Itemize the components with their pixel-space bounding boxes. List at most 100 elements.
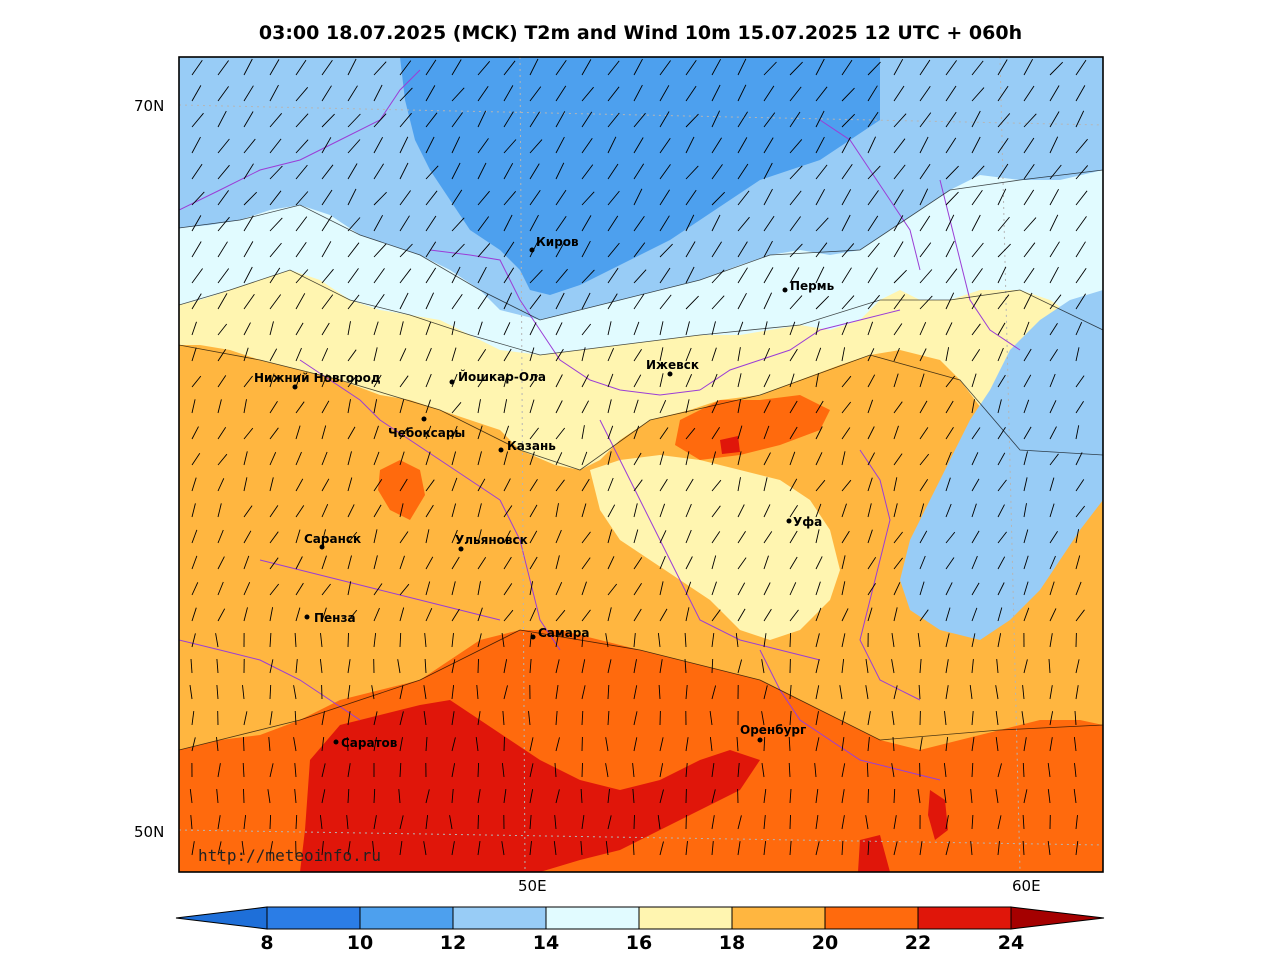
wind-barb — [217, 60, 229, 76]
wind-barb — [503, 425, 510, 440]
wind-barb — [477, 841, 481, 856]
wind-barb — [945, 841, 950, 856]
wind-barb — [659, 841, 664, 856]
city-penza[interactable]: Пенза — [304, 611, 356, 625]
colorbar-tick-label: 14 — [533, 932, 559, 954]
wind-barb — [893, 58, 904, 76]
wind-barb — [789, 426, 798, 440]
wind-barb — [321, 241, 332, 258]
wind-barb — [191, 59, 203, 76]
wind-barb — [607, 451, 612, 466]
wind-barb — [841, 267, 852, 284]
wind-barb — [269, 400, 278, 414]
wind-barb — [373, 711, 378, 726]
wind-barb — [737, 530, 746, 544]
wind-barb — [709, 711, 713, 726]
wind-barb — [971, 349, 981, 362]
city-perm[interactable]: Пермь — [782, 279, 835, 293]
wind-barb — [997, 188, 1007, 206]
credit-link[interactable]: http://meteoinfo.ru — [198, 846, 381, 865]
wind-barb — [373, 136, 383, 154]
wind-barb — [970, 841, 973, 856]
wind-barb — [659, 427, 669, 440]
wind-barb — [607, 321, 612, 336]
wind-barb — [815, 581, 821, 596]
wind-barb — [659, 763, 664, 778]
wind-barb — [893, 347, 900, 362]
wind-barb — [685, 607, 690, 622]
wind-barb — [919, 737, 923, 752]
wind-barb — [217, 841, 222, 856]
wind-barb — [581, 531, 591, 544]
city-orenburg[interactable]: Оренбург — [740, 723, 806, 743]
wind-barb — [659, 267, 671, 284]
wind-barb — [1075, 815, 1078, 830]
wind-barb — [424, 633, 427, 648]
wind-barb — [581, 215, 592, 232]
city-cheboksary[interactable]: Чебоксары — [388, 416, 465, 441]
city-samara[interactable]: Самара — [530, 626, 590, 640]
city-saratov[interactable]: Саратов — [333, 736, 398, 750]
wind-barb — [919, 555, 926, 570]
wind-barb — [841, 451, 846, 466]
wind-barb — [633, 737, 638, 752]
wind-barb — [945, 607, 951, 622]
wind-barb — [919, 530, 928, 544]
wind-barb — [268, 737, 271, 752]
wind-barb — [399, 632, 402, 648]
city-label: Пермь — [790, 279, 835, 293]
wind-barb — [295, 164, 308, 180]
wind-barb — [763, 374, 771, 388]
wind-barb — [917, 789, 921, 804]
wind-barb — [1023, 789, 1028, 804]
wind-barb — [1023, 321, 1030, 336]
wind-barb — [685, 214, 695, 232]
wind-barb — [659, 373, 664, 388]
wind-barb — [477, 110, 487, 128]
wind-barb — [477, 349, 487, 362]
wind-barb — [607, 60, 620, 76]
wind-barb — [477, 162, 487, 180]
city-saransk[interactable]: Саранск — [304, 532, 361, 550]
wind-barb — [1075, 452, 1083, 466]
wind-barb — [398, 789, 401, 804]
colorbar-segment — [359, 906, 454, 930]
city-kirov[interactable]: Киров — [529, 235, 580, 253]
wind-barb — [945, 322, 953, 336]
wind-barb — [425, 815, 429, 830]
city-kazan[interactable]: Казань — [498, 439, 557, 453]
wind-barb — [1075, 505, 1086, 518]
wind-barb — [892, 736, 895, 752]
wind-barb — [997, 243, 1011, 258]
wind-barb — [1049, 266, 1059, 284]
wind-barb — [1075, 85, 1086, 102]
wind-barb — [1049, 164, 1062, 180]
wind-barb — [347, 426, 356, 440]
city-yoshkar-ola[interactable]: Йошкар-Ола — [449, 369, 546, 385]
wind-barb — [659, 478, 668, 492]
wind-barb — [1075, 425, 1080, 440]
wind-barb — [477, 814, 479, 830]
wind-barb — [815, 188, 825, 206]
wind-barb — [945, 582, 953, 596]
wind-barb — [633, 608, 642, 622]
wind-barb — [737, 399, 742, 414]
wind-barb — [763, 61, 777, 76]
wind-barb — [841, 815, 845, 830]
city-izhevsk[interactable]: Ижевск — [646, 358, 699, 377]
map-frame — [178, 56, 1104, 873]
wind-barb — [841, 189, 852, 206]
wind-barb — [841, 763, 846, 778]
wind-barb — [945, 240, 955, 258]
wind-barb — [373, 163, 384, 180]
city-nizhny-novgorod[interactable]: Нижний Новгород — [254, 371, 381, 390]
city-ufa[interactable]: Уфа — [786, 515, 823, 529]
wind-barb — [553, 841, 557, 856]
wind-barb — [555, 427, 566, 440]
wind-barb — [451, 556, 460, 570]
wind-barb — [607, 477, 614, 492]
wind-barb — [373, 583, 383, 596]
wind-barb — [737, 292, 747, 310]
city-ulyanovsk[interactable]: Ульяновск — [455, 533, 528, 552]
wind-barb — [243, 191, 258, 206]
